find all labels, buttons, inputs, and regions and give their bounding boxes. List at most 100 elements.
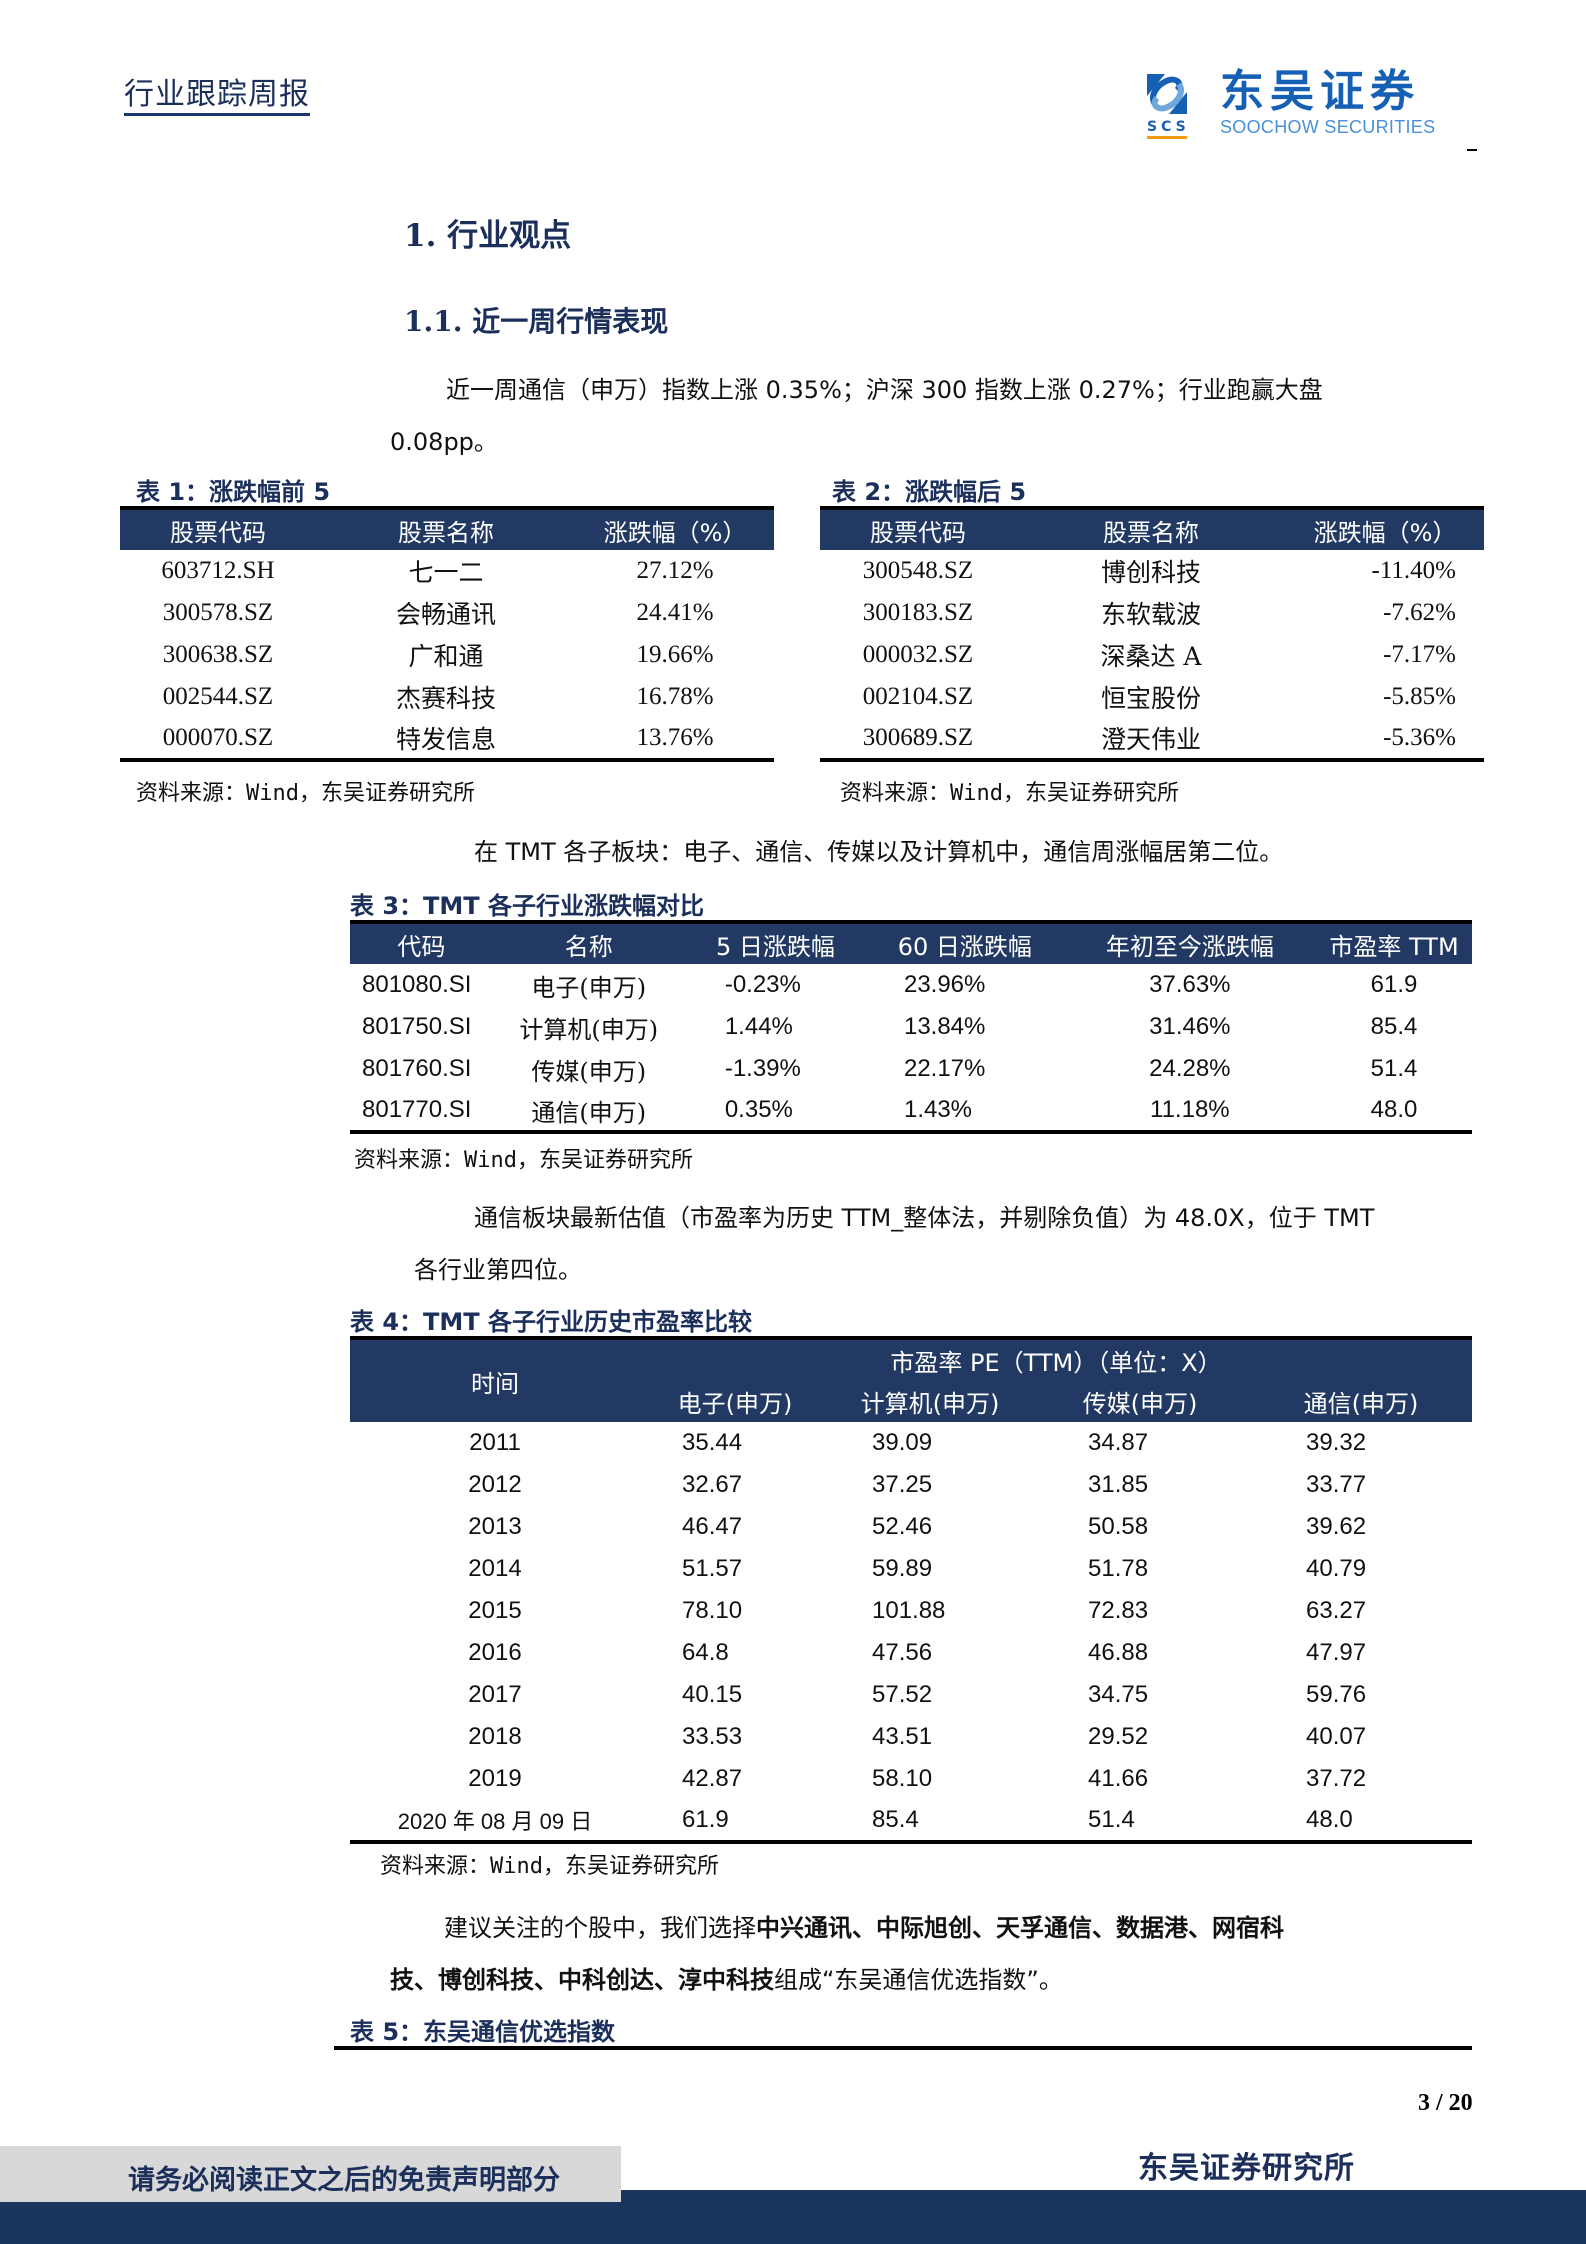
- cell-time: 2020 年 08 月 09 日: [397, 1809, 593, 1834]
- cell-60d: 13.84%: [903, 1013, 986, 1040]
- table1-title: 表 1：涨跌幅前 5: [136, 478, 331, 506]
- cell-ytd: 37.63%: [1149, 971, 1231, 998]
- cell-name: 博创科技: [1100, 558, 1201, 587]
- cell-time: 2011: [469, 1429, 521, 1456]
- cell-code: 000032.SZ: [862, 641, 974, 668]
- cell-media: 31.85: [1088, 1471, 1149, 1498]
- cell-computer: 37.25: [872, 1471, 933, 1498]
- cell-telecom: 59.76: [1306, 1681, 1367, 1708]
- cell-electronics: 51.57: [682, 1555, 743, 1582]
- subsection-heading: 1.1. 近一周行情表现: [404, 305, 669, 338]
- cell-code: 801750.SI: [362, 1013, 472, 1040]
- paragraph-weekly-performance-line2: 0.08pp。: [390, 428, 498, 456]
- paragraph-valuation-line1: 通信板块最新估值（市盈率为历史 TTM_整体法，并剔除负值）为 48.0X，位于…: [474, 1204, 1375, 1232]
- cell-name: 恒宝股份: [1100, 684, 1201, 713]
- recommend-prefix: 建议关注的个股中，我们选择: [444, 1914, 756, 1942]
- table4-header-computer: 计算机(申万): [830, 1380, 1030, 1422]
- cell-telecom: 48.0: [1306, 1806, 1353, 1833]
- logo-accent-bar: [1147, 136, 1187, 139]
- table4-header-group: 市盈率 PE（TTM）（单位：X）: [640, 1338, 1472, 1380]
- recommend-stocks-1: 中兴通讯、中际旭创、天孚通信、数据港、网宿科: [756, 1914, 1284, 1942]
- cell-computer: 59.89: [872, 1555, 933, 1582]
- cell-media: 46.88: [1088, 1639, 1149, 1666]
- cell-name: 电子(申万): [531, 973, 647, 1002]
- cell-computer: 52.46: [872, 1513, 933, 1540]
- logo-name-cn: 东吴证券: [1220, 66, 1420, 117]
- cell-computer: 57.52: [872, 1681, 933, 1708]
- cell-change: -11.40%: [1371, 557, 1456, 584]
- cell-media: 41.66: [1088, 1765, 1149, 1792]
- cell-computer: 39.09: [872, 1429, 933, 1456]
- cell-media: 51.4: [1088, 1806, 1135, 1833]
- cell-60d: 23.96%: [903, 971, 986, 998]
- table-row: 300548.SZ 博创科技 -11.40%: [820, 550, 1484, 592]
- table5-top-rule: [334, 2046, 1472, 2050]
- cell-media: 29.52: [1088, 1723, 1149, 1750]
- cell-time: 2018: [468, 1723, 522, 1750]
- table2-header-change: 涨跌幅（%）: [1286, 508, 1484, 550]
- table1-header-name: 股票名称: [316, 508, 576, 550]
- cell-pe: 85.4: [1370, 1013, 1418, 1040]
- recommend-stocks-2: 技、博创科技、中科创达、淳中科技: [390, 1966, 774, 1994]
- table5-title: 表 5：东吴通信优选指数: [350, 2018, 616, 2046]
- cell-change: 16.78%: [636, 683, 714, 710]
- cell-computer: 101.88: [872, 1597, 946, 1624]
- cell-5d: -0.23%: [724, 971, 801, 998]
- cell-telecom: 33.77: [1306, 1471, 1367, 1498]
- cell-change: 13.76%: [636, 724, 714, 751]
- cell-telecom: 40.07: [1306, 1723, 1367, 1750]
- table3-header-5d: 5 日涨跌幅: [684, 922, 866, 964]
- section-heading: 1. 行业观点: [404, 218, 572, 254]
- cell-change: -5.85%: [1383, 683, 1456, 710]
- cell-code: 603712.SH: [161, 557, 275, 584]
- table1-header-change: 涨跌幅（%）: [576, 508, 774, 550]
- cell-telecom: 40.79: [1306, 1555, 1367, 1582]
- cell-name: 深桑达 A: [1100, 642, 1202, 671]
- disclaimer-text: 请务必阅读正文之后的免责声明部分: [128, 2165, 560, 2196]
- cell-code: 801760.SI: [362, 1055, 472, 1082]
- table-row: 2016 64.8 47.56 46.88 47.97: [350, 1632, 1472, 1674]
- cell-media: 34.75: [1088, 1681, 1149, 1708]
- table-row: 2020 年 08 月 09 日 61.9 85.4 51.4 48.0: [350, 1800, 1472, 1842]
- table4-source: 资料来源：Wind，东吴证券研究所: [380, 1854, 719, 1879]
- table-row: 2017 40.15 57.52 34.75 59.76: [350, 1674, 1472, 1716]
- table-row: 2014 51.57 59.89 51.78 40.79: [350, 1548, 1472, 1590]
- cell-time: 2014: [468, 1555, 522, 1582]
- cell-change: 27.12%: [636, 557, 714, 584]
- paragraph-weekly-performance-line1: 近一周通信（申万）指数上涨 0.35%；沪深 300 指数上涨 0.27%；行业…: [446, 376, 1323, 404]
- scs-logo-icon: [1147, 74, 1187, 114]
- table1-source: 资料来源：Wind，东吴证券研究所: [136, 781, 475, 806]
- cell-code: 300183.SZ: [862, 599, 974, 626]
- table2-top-losers: 股票代码 股票名称 涨跌幅（%） 300548.SZ 博创科技 -11.40% 30…: [820, 506, 1484, 762]
- document-type-label: 行业跟踪周报: [124, 78, 310, 116]
- cell-computer: 85.4: [872, 1806, 919, 1833]
- table-row: 300578.SZ 会畅通讯 24.41%: [120, 592, 774, 634]
- cell-name: 会畅通讯: [395, 600, 496, 629]
- page-number: 3 / 20: [1418, 2090, 1473, 2116]
- cell-telecom: 39.62: [1306, 1513, 1367, 1540]
- cell-name: 澄天伟业: [1100, 725, 1201, 754]
- table-row: 801770.SI 通信(申万) 0.35% 1.43% 11.18% 48.0: [350, 1090, 1472, 1132]
- company-logo: SCS 东吴证券 SOOCHOW SECURITIES: [1140, 66, 1470, 146]
- cell-code: 801080.SI: [362, 971, 472, 998]
- table-row: 300638.SZ 广和通 19.66%: [120, 634, 774, 676]
- table2-title: 表 2：涨跌幅后 5: [832, 478, 1027, 506]
- table3-header-pe: 市盈率 TTM: [1316, 922, 1472, 964]
- table-row: 002104.SZ 恒宝股份 -5.85%: [820, 676, 1484, 718]
- cell-media: 51.78: [1088, 1555, 1149, 1582]
- cell-time: 2016: [468, 1639, 522, 1666]
- cell-electronics: 32.67: [682, 1471, 743, 1498]
- cell-5d: 0.35%: [724, 1096, 793, 1123]
- table-row: 801080.SI 电子(申万) -0.23% 23.96% 37.63% 61.9: [350, 964, 1472, 1006]
- cell-electronics: 61.9: [682, 1806, 729, 1833]
- cell-change: -7.17%: [1383, 641, 1456, 668]
- table3-title: 表 3：TMT 各子行业涨跌幅对比: [350, 892, 705, 920]
- table-row: 002544.SZ 杰赛科技 16.78%: [120, 676, 774, 718]
- cell-time: 2019: [468, 1765, 522, 1792]
- cell-code: 002544.SZ: [162, 683, 274, 710]
- cell-pe: 48.0: [1370, 1096, 1418, 1123]
- cell-code: 300638.SZ: [162, 641, 274, 668]
- cell-code: 801770.SI: [362, 1096, 472, 1123]
- cell-electronics: 78.10: [682, 1597, 743, 1624]
- cell-code: 300548.SZ: [862, 557, 974, 584]
